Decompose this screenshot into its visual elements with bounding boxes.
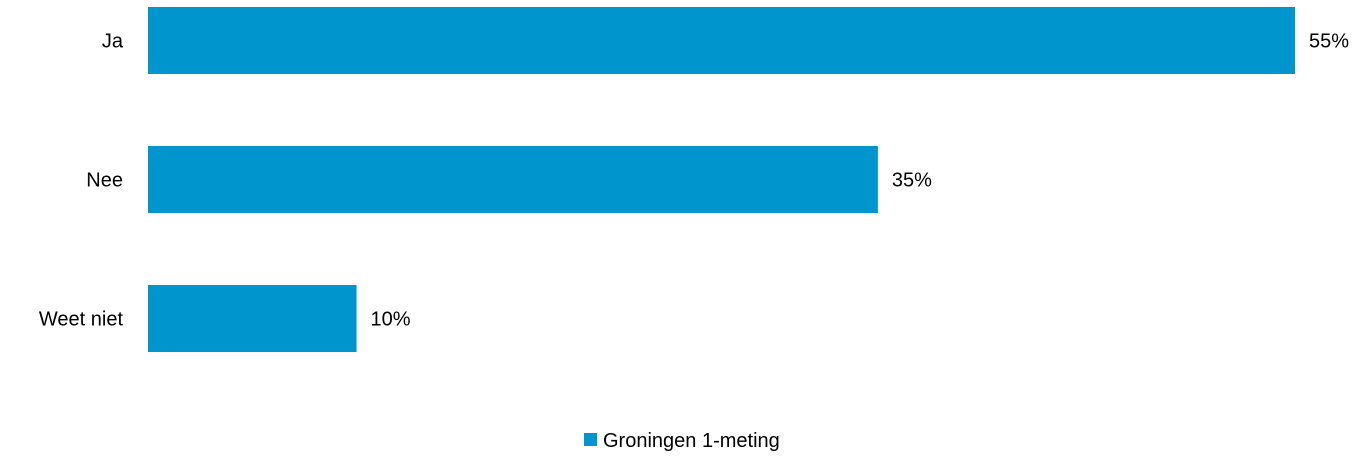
legend: Groningen 1-meting	[584, 430, 780, 452]
legend-label: Groningen 1-meting	[603, 430, 780, 452]
bar-nee	[148, 146, 878, 213]
category-label: Nee	[86, 170, 123, 192]
bar-ja	[148, 7, 1295, 74]
data-label: 10%	[371, 309, 411, 331]
bars-group	[148, 7, 1295, 352]
category-labels-group: Ja Nee Weet niet	[39, 31, 124, 331]
legend-swatch	[584, 433, 597, 446]
value-labels-group: 55% 35% 10%	[371, 31, 1350, 331]
category-label: Ja	[102, 31, 124, 53]
data-label: 55%	[1309, 31, 1349, 53]
data-label: 35%	[892, 170, 932, 192]
category-label: Weet niet	[39, 309, 124, 331]
bar-weet-niet	[148, 285, 357, 352]
